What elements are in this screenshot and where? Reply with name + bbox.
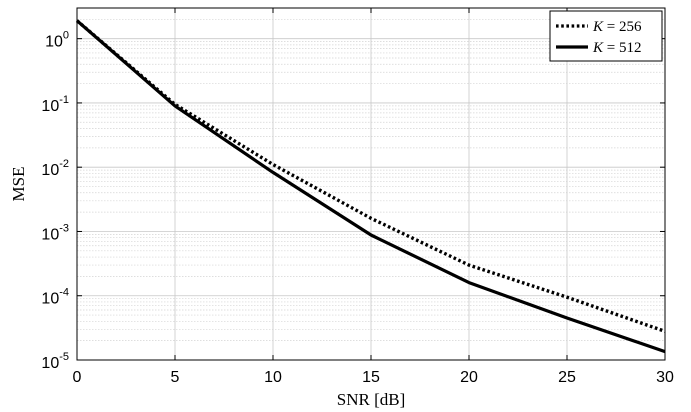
x-axis-label: SNR [dB] (337, 390, 405, 409)
legend-label-1: K = 256 (592, 19, 642, 35)
y-tick-label: 100 (45, 30, 69, 51)
x-tick-label: 30 (656, 369, 674, 386)
tick-layer: 100 10-1 10-2 10-3 10-4 10-50 5 10 15 20 25 30 (41, 8, 674, 386)
series-line-1 (75, 19, 666, 333)
y-tick-label: 10-3 (41, 222, 69, 243)
x-tick-label: 20 (460, 369, 478, 386)
y-axis-label: MSE (9, 167, 28, 202)
legend: K = 256 K = 512 (549, 10, 663, 62)
x-tick-label: 0 (73, 369, 82, 386)
legend-box (549, 10, 663, 62)
x-tick-label: 25 (558, 369, 576, 386)
y-tick-label: 10-5 (41, 351, 69, 372)
series-line-2 (75, 19, 666, 354)
x-tick-label: 15 (362, 369, 380, 386)
y-tick-label: 10-1 (41, 94, 69, 115)
y-tick-label: 10-2 (41, 158, 69, 179)
x-tick-label: 5 (171, 369, 180, 386)
y-tick-label: 10-4 (41, 287, 69, 308)
series-layer (75, 19, 666, 354)
legend-label-2: K = 512 (592, 40, 641, 56)
x-tick-label: 10 (264, 369, 282, 386)
